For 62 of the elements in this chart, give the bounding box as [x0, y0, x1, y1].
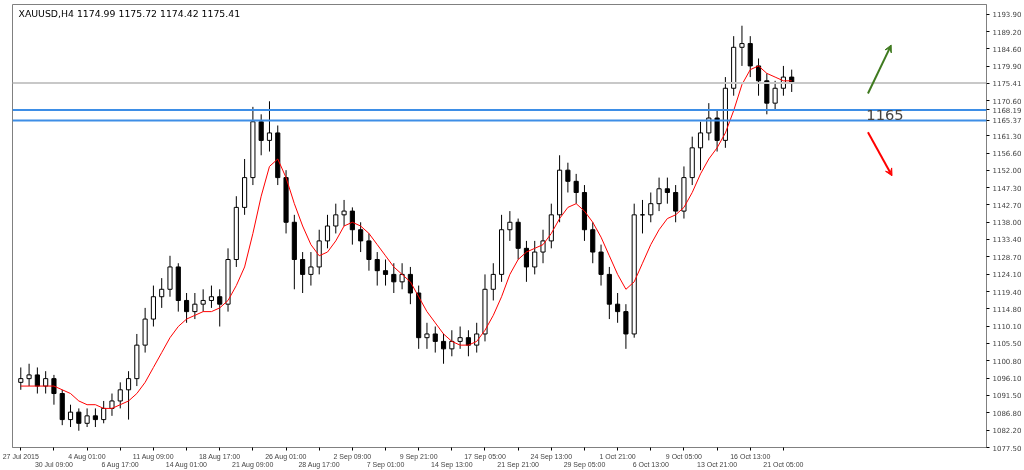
- candlestick: [565, 162, 571, 193]
- candlestick: [258, 113, 264, 156]
- annotation: 1165: [866, 106, 904, 124]
- candlestick: [92, 407, 98, 428]
- candlestick: [217, 288, 223, 328]
- candlestick: [615, 292, 621, 324]
- candlestick: [648, 192, 654, 223]
- candlestick: [109, 393, 115, 417]
- candlestick: [598, 244, 604, 287]
- candlestick: [673, 184, 679, 223]
- candlestick: [101, 400, 107, 424]
- candlestick: [333, 203, 339, 234]
- candlestick: [706, 102, 712, 141]
- candlestick: [590, 221, 596, 264]
- candlestick: [490, 262, 496, 301]
- candlestick: [358, 221, 364, 253]
- candlestick: [117, 381, 123, 409]
- candlestick: [399, 262, 405, 290]
- candlestick: [772, 80, 778, 112]
- candlestick: [192, 292, 198, 320]
- candlestick: [449, 329, 455, 357]
- candlestick: [349, 206, 355, 246]
- candlestick: [51, 374, 57, 406]
- candlestick: [125, 370, 132, 421]
- candlestick: [374, 251, 380, 287]
- candlestick: [67, 404, 74, 428]
- candlestick: [714, 110, 720, 153]
- candlestick: [18, 366, 24, 391]
- candlestick: [184, 292, 190, 324]
- candlestick: [308, 251, 314, 287]
- candlestick: [523, 240, 530, 283]
- candlestick: [200, 288, 206, 313]
- chart-title: XAUUSD,H4 1174.99 1175.72 1174.42 1175.41: [18, 7, 241, 19]
- candlestick: [391, 262, 397, 294]
- candlestick: [76, 407, 82, 432]
- candlestick: [664, 177, 670, 205]
- candlestick: [697, 121, 704, 171]
- candlestick: [424, 322, 430, 350]
- candlestick: [747, 35, 753, 78]
- candlestick: [656, 177, 662, 212]
- candlestick: [739, 25, 745, 67]
- candlestick: [167, 255, 173, 298]
- candlestick: [764, 72, 770, 115]
- candlestick: [26, 363, 32, 387]
- candlestick: [540, 229, 546, 264]
- candlestick: [432, 326, 438, 354]
- candlestick: [84, 407, 90, 428]
- candlestick: [300, 251, 306, 294]
- candlestick: [266, 100, 273, 153]
- candlestick: [341, 199, 347, 227]
- candlestick: [208, 285, 215, 309]
- candlestick: [623, 303, 629, 350]
- candlestick: [382, 259, 389, 287]
- candlestick: [159, 277, 165, 309]
- candlestick: [366, 232, 372, 272]
- candlestick: [150, 285, 156, 328]
- candlestick: [440, 333, 447, 365]
- candlestick: [324, 214, 331, 249]
- candlestick: [507, 210, 513, 242]
- candlestick: [573, 173, 579, 205]
- candlestick: [457, 326, 463, 350]
- candlestick: [532, 240, 538, 275]
